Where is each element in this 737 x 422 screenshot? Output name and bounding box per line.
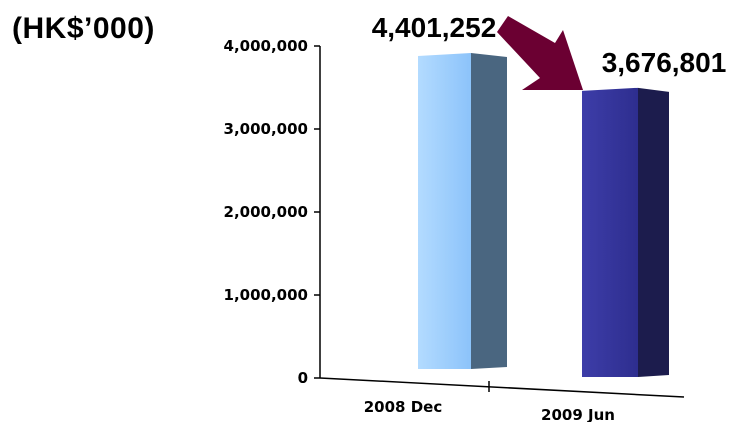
value-label: 3,676,801 — [602, 47, 727, 78]
unit-label: (HK$’000) — [12, 12, 155, 45]
y-tick-label: 0 — [298, 369, 308, 387]
x-tick-label: 2009 Jun — [541, 406, 615, 422]
arrow-annotation — [497, 16, 583, 90]
bar — [418, 53, 507, 369]
bar-side — [638, 87, 669, 378]
y-tick-label: 3,000,000 — [224, 120, 308, 138]
bar — [582, 87, 669, 378]
y-tick-label: 4,000,000 — [224, 37, 308, 55]
y-tick-label: 1,000,000 — [224, 286, 308, 304]
x-axis-line — [319, 377, 685, 398]
bar-side — [471, 53, 507, 369]
value-label: 4,401,252 — [372, 12, 497, 43]
y-tick-label: 2,000,000 — [224, 203, 308, 221]
x-tick-label: 2008 Dec — [364, 398, 443, 416]
bar-front — [418, 53, 471, 369]
bar-front — [582, 87, 638, 378]
